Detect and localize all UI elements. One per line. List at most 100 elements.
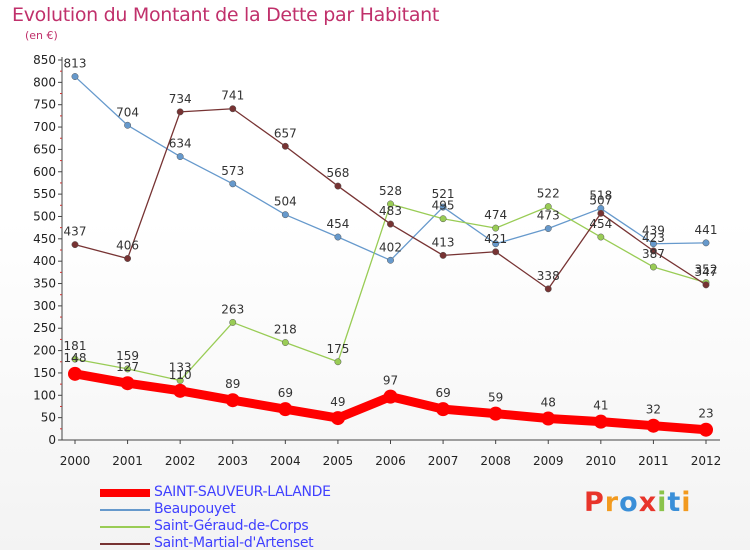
data-point [229, 105, 237, 113]
data-label: 110 [169, 368, 192, 382]
data-label: 568 [326, 166, 349, 180]
x-tick-label: 2008 [480, 454, 511, 468]
x-tick-label: 2009 [533, 454, 564, 468]
data-label: 813 [64, 57, 87, 71]
data-label: 474 [484, 208, 507, 222]
data-point [597, 209, 605, 217]
data-label: 634 [169, 137, 192, 151]
legend-swatch [100, 526, 150, 528]
data-label: 573 [221, 164, 244, 178]
legend-label: Beaupouyet [154, 501, 236, 517]
data-point [702, 281, 710, 289]
data-point [597, 233, 605, 241]
data-label: 41 [593, 399, 608, 413]
data-point [544, 225, 552, 232]
data-label: 23 [698, 407, 713, 421]
data-label: 352 [695, 263, 718, 277]
data-point [71, 355, 79, 363]
data-point [120, 376, 135, 391]
data-label: 437 [64, 225, 87, 239]
data-label: 181 [64, 339, 87, 353]
y-tick-label: 700 [33, 120, 56, 134]
y-tick-label: 50 [41, 411, 56, 425]
data-label: 454 [589, 217, 612, 231]
y-tick-label: 550 [33, 187, 56, 201]
y-tick-label: 100 [33, 388, 56, 402]
x-tick-label: 2004 [270, 454, 301, 468]
y-tick-label: 0 [48, 433, 56, 447]
data-point [649, 247, 657, 255]
brand-logo: Proxiti [584, 487, 692, 518]
data-label: 528 [379, 184, 402, 198]
data-point [492, 240, 500, 248]
x-tick-label: 2007 [428, 454, 459, 468]
data-point [334, 233, 342, 241]
y-tick-label: 650 [33, 142, 56, 156]
x-tick-label: 2006 [375, 454, 406, 468]
data-point [439, 203, 447, 211]
legend-label: SAINT-SAUVEUR-LALANDE [154, 484, 331, 500]
data-point [436, 402, 451, 417]
data-label: 133 [169, 361, 192, 375]
data-point [334, 182, 342, 190]
x-tick-label: 2005 [323, 454, 354, 468]
data-label: 657 [274, 126, 297, 140]
data-point [383, 389, 398, 404]
data-label: 387 [642, 247, 665, 261]
data-label: 89 [225, 377, 240, 391]
data-label: 69 [278, 386, 293, 400]
chart-title: Evolution du Montant de la Dette par Hab… [12, 4, 440, 26]
data-point [124, 255, 132, 262]
data-point [71, 241, 79, 249]
data-point [281, 211, 289, 219]
data-point [649, 263, 657, 271]
data-label: 218 [274, 323, 297, 337]
legend-label: Saint-Géraud-de-Corps [154, 518, 309, 534]
legend-swatch [100, 509, 150, 511]
data-label: 522 [537, 187, 560, 201]
data-label: 413 [432, 235, 455, 249]
data-label: 518 [589, 188, 612, 202]
data-label: 473 [537, 209, 560, 223]
x-tick-label: 2002 [165, 454, 196, 468]
data-point [649, 240, 657, 248]
brand-letter: t [667, 487, 682, 518]
brand-letter: o [619, 487, 639, 518]
data-label: 97 [383, 374, 398, 388]
data-point [229, 180, 237, 188]
x-tick-label: 2001 [112, 454, 143, 468]
data-label: 441 [695, 223, 718, 237]
data-label: 402 [379, 240, 402, 254]
data-point [176, 153, 184, 161]
chart-unit: (en €) [25, 29, 58, 42]
data-label: 504 [274, 195, 297, 209]
data-point [492, 248, 500, 256]
data-point [702, 239, 710, 247]
legend-swatch [100, 489, 150, 497]
data-point [699, 422, 713, 437]
series-lines [68, 73, 713, 437]
data-point [492, 224, 500, 232]
y-tick-label: 600 [33, 165, 56, 179]
data-label: 423 [642, 231, 665, 245]
data-label: 495 [432, 199, 455, 213]
data-point [124, 365, 132, 373]
data-label: 148 [64, 351, 87, 365]
x-tick-label: 2012 [691, 454, 722, 468]
brand-letter: x [638, 487, 658, 518]
data-label: 49 [330, 395, 345, 409]
data-point [387, 256, 394, 264]
y-tick-label: 400 [33, 254, 56, 268]
data-point [646, 418, 661, 433]
y-tick-label: 800 [33, 75, 56, 89]
y-tick-label: 150 [33, 366, 56, 380]
data-point [544, 203, 552, 211]
y-tick-label: 750 [33, 98, 56, 112]
y-tick-label: 450 [33, 232, 56, 246]
legend-swatch [100, 543, 150, 545]
y-tick-label: 350 [33, 277, 56, 291]
data-point [176, 108, 184, 116]
x-tick-label: 2010 [586, 454, 617, 468]
